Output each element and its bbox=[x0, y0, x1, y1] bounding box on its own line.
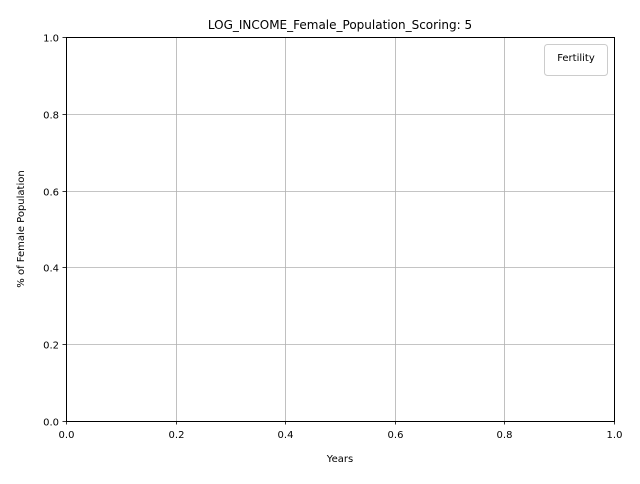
y-tick-label: 0.6 bbox=[43, 188, 59, 199]
x-tick-label: 0.4 bbox=[278, 430, 294, 441]
legend-box bbox=[544, 44, 608, 76]
grid-lines bbox=[66, 37, 615, 422]
y-tick-label: 0.0 bbox=[43, 418, 59, 429]
legend-title: Fertility bbox=[557, 53, 595, 64]
x-axis-label: Years bbox=[326, 454, 353, 465]
y-tick-label: 1.0 bbox=[43, 34, 59, 45]
y-tick-label: 0.8 bbox=[43, 111, 59, 122]
y-tick-label: 0.4 bbox=[43, 264, 59, 275]
x-tick-label: 0.2 bbox=[169, 430, 185, 441]
x-tick-label: 0.8 bbox=[497, 430, 513, 441]
legend: Fertility bbox=[544, 44, 608, 76]
chart-title: LOG_INCOME_Female_Population_Scoring: 5 bbox=[208, 18, 472, 32]
y-tick-label: 0.2 bbox=[43, 341, 59, 352]
plot-area-frame bbox=[66, 37, 615, 422]
x-axis-ticks: 0.0 0.2 0.4 0.6 0.8 1.0 bbox=[59, 421, 623, 441]
x-tick-label: 0.6 bbox=[388, 430, 404, 441]
x-tick-label: 1.0 bbox=[607, 430, 623, 441]
x-tick-label: 0.0 bbox=[59, 430, 75, 441]
y-axis-ticks: 0.0 0.2 0.4 0.6 0.8 1.0 bbox=[43, 34, 66, 429]
y-axis-label: % of Female Population bbox=[16, 170, 27, 287]
